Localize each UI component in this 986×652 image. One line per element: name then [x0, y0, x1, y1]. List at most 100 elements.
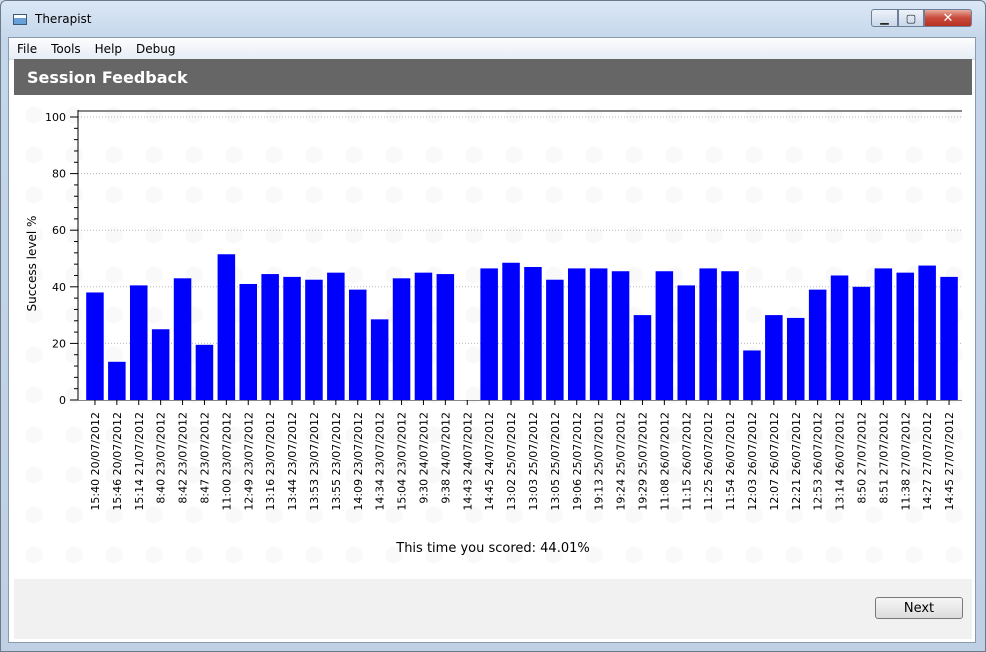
x-tick-label: 12:53 26/07/2012 [812, 412, 825, 511]
feedback-chart: 0 20 40 60 80 100 Success level % 15:40 20/07/2… [25, 110, 962, 511]
x-tick-label: 8:51 27/07/2012 [877, 412, 890, 504]
x-tick-label: 15:04 23/07/2012 [396, 412, 409, 511]
bar [633, 315, 652, 400]
x-tick-label: 11:00 23/07/2012 [220, 412, 233, 511]
bar [589, 268, 608, 400]
x-tick-label: 15:46 20/07/2012 [111, 412, 124, 511]
x-tick-label: 13:53 23/07/2012 [308, 412, 321, 511]
bar [699, 268, 717, 400]
minimize-button[interactable]: ▁ [871, 9, 898, 27]
bar [239, 283, 258, 400]
bar [546, 279, 564, 400]
bar [305, 279, 323, 400]
menu-tools[interactable]: Tools [51, 41, 81, 56]
bar [129, 285, 148, 400]
bar [370, 319, 389, 400]
bar [677, 285, 696, 400]
x-tick-label: 13:44 23/07/2012 [286, 412, 299, 511]
maximize-button[interactable]: ▢ [898, 9, 924, 27]
bar [655, 271, 674, 400]
menu-help[interactable]: Help [94, 41, 123, 56]
bar [502, 262, 520, 400]
menu-debug[interactable]: Debug [136, 41, 176, 56]
y-axis-label: Success level % [25, 216, 39, 312]
close-button[interactable]: ✕ [924, 9, 972, 27]
bar [436, 274, 455, 400]
bar [721, 271, 739, 400]
y-tick-label: 0 [59, 394, 66, 407]
bar [896, 272, 915, 400]
bar [567, 268, 586, 400]
bar [108, 361, 126, 400]
x-tick-label: 19:24 25/07/2012 [615, 412, 628, 511]
x-tick-label: 8:40 23/07/2012 [155, 412, 168, 504]
x-tick-label: 14:45 27/07/2012 [943, 412, 956, 511]
x-tick-label: 19:13 25/07/2012 [593, 412, 606, 511]
app-icon [13, 14, 27, 25]
bar [195, 344, 214, 400]
y-tick-label: 80 [52, 168, 66, 181]
bar [743, 350, 761, 400]
page-title: Session Feedback [27, 68, 188, 87]
x-tick-label: 14:09 23/07/2012 [352, 412, 365, 511]
x-tick-label: 15:40 20/07/2012 [89, 412, 102, 511]
bar [874, 268, 893, 400]
header-band: Session Feedback [14, 59, 972, 95]
x-tick-label: 14:45 24/07/2012 [483, 412, 496, 511]
bar [808, 289, 827, 400]
bar [480, 268, 498, 400]
bar [151, 329, 170, 400]
bar [348, 289, 367, 400]
bar [918, 265, 936, 400]
x-tick-label: 11:08 26/07/2012 [658, 412, 671, 511]
y-tick-label: 40 [52, 281, 66, 294]
y-tick-label: 60 [52, 224, 66, 237]
x-tick-label: 13:02 25/07/2012 [505, 412, 518, 511]
x-tick-label: 13:03 25/07/2012 [527, 412, 540, 511]
bar [414, 272, 433, 400]
x-tick-label: 8:47 23/07/2012 [198, 412, 211, 504]
x-tick-label: 11:54 26/07/2012 [724, 412, 737, 511]
x-tick-label: 8:42 23/07/2012 [177, 412, 190, 504]
score-text: This time you scored: 44.01% [396, 541, 590, 556]
window-title: Therapist [35, 12, 92, 26]
next-button[interactable]: Next [875, 597, 963, 619]
bar [217, 254, 236, 400]
menu-bar: File Tools Help Debug [9, 38, 975, 60]
bar [392, 278, 411, 400]
x-tick-label: 11:15 26/07/2012 [680, 412, 693, 511]
x-tick-label: 13:16 23/07/2012 [264, 412, 277, 511]
x-tick-label: 12:21 26/07/2012 [790, 412, 803, 511]
bar [283, 276, 301, 400]
menu-file[interactable]: File [17, 41, 38, 56]
bar [327, 272, 345, 400]
x-tick-label: 19:06 25/07/2012 [571, 412, 584, 511]
bar [940, 276, 958, 400]
x-tick-label: 13:05 25/07/2012 [549, 412, 562, 511]
x-tick-label: 12:49 23/07/2012 [242, 412, 255, 511]
x-tick-label: 12:07 26/07/2012 [768, 412, 781, 511]
x-tick-label: 11:38 27/07/2012 [899, 412, 912, 511]
x-tick-label: 15:14 21/07/2012 [133, 412, 146, 511]
bar [524, 266, 542, 400]
bar [261, 274, 279, 400]
bar [765, 315, 783, 400]
bar [786, 317, 805, 400]
x-tick-label: 8:50 27/07/2012 [855, 412, 868, 504]
bar [86, 292, 104, 400]
y-tick-label: 100 [45, 111, 66, 124]
x-tick-label: 14:34 23/07/2012 [374, 412, 387, 511]
title-bar[interactable]: Therapist ▁ ▢ ✕ [1, 1, 985, 37]
x-tick-label: 9:38 24/07/2012 [439, 412, 452, 504]
x-tick-label: 19:29 25/07/2012 [636, 412, 649, 511]
x-tick-label: 12:03 26/07/2012 [746, 412, 759, 511]
x-tick-label: 13:14 26/07/2012 [834, 412, 847, 511]
y-tick-label: 20 [52, 337, 66, 350]
chart-panel: 0 20 40 60 80 100 Success level % 15:40 20/07/2… [14, 95, 972, 579]
x-tick-label: 13:55 23/07/2012 [330, 412, 343, 511]
bar [173, 278, 192, 400]
x-tick-label: 9:30 24/07/2012 [417, 412, 430, 504]
bar [830, 275, 849, 400]
bar [852, 286, 871, 400]
